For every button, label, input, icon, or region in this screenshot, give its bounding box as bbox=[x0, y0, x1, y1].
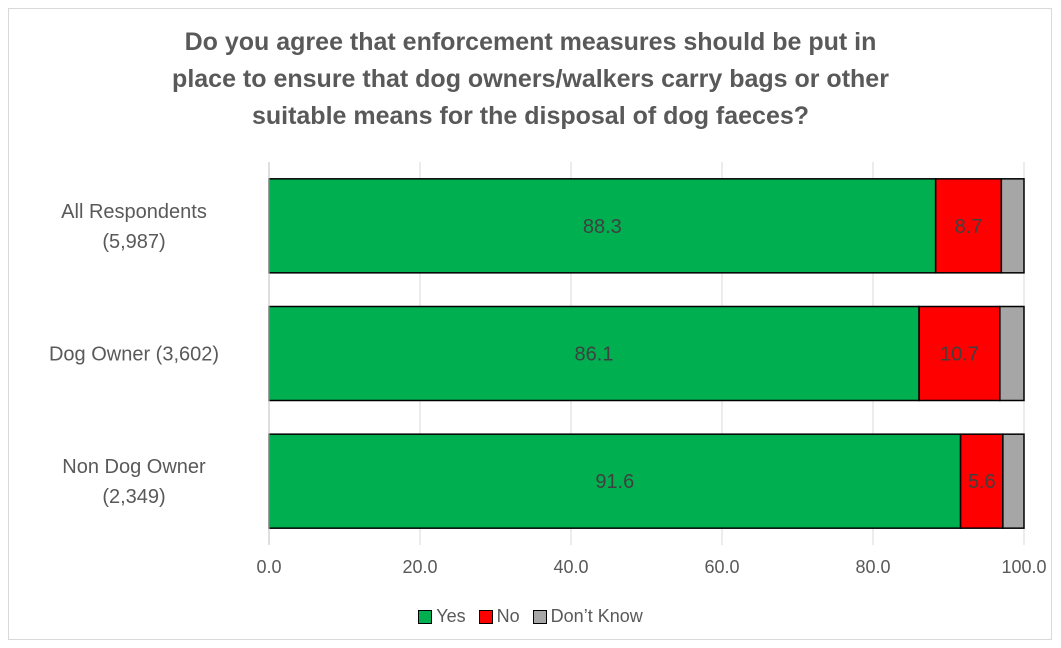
legend: Yes No Don’t Know bbox=[0, 606, 1061, 629]
data-label: 88.3 bbox=[583, 216, 622, 238]
category-label: (2,349) bbox=[102, 486, 165, 508]
chart-title-line-3: suitable means for the disposal of dog f… bbox=[251, 102, 810, 130]
category-label: Non Dog Owner bbox=[62, 456, 206, 478]
bar-segment bbox=[268, 433, 962, 529]
data-label: 5.6 bbox=[968, 471, 996, 493]
legend-swatch-dont-know bbox=[532, 609, 547, 624]
x-tick-label: 0.0 bbox=[256, 557, 281, 577]
chart-title-line-1: Do you agree that enforcement measures s… bbox=[184, 28, 877, 56]
x-tick-label: 40.0 bbox=[553, 557, 588, 577]
chart-title: Do you agree that enforcement measures s… bbox=[0, 24, 1061, 135]
bar-segment bbox=[918, 305, 1001, 402]
x-tick-label: 20.0 bbox=[402, 557, 437, 577]
bar-segment bbox=[268, 305, 920, 402]
bar-segment bbox=[959, 433, 1004, 529]
x-tick-label: 60.0 bbox=[704, 557, 739, 577]
bar-segment bbox=[934, 178, 1003, 274]
data-label: 86.1 bbox=[575, 344, 614, 366]
legend-item-no: No bbox=[478, 606, 520, 627]
legend-swatch-yes bbox=[418, 609, 433, 624]
legend-swatch-no bbox=[478, 609, 493, 624]
category-label: All Respondents bbox=[61, 201, 207, 223]
data-label: 8.7 bbox=[955, 216, 983, 238]
category-label: (5,987) bbox=[102, 231, 165, 253]
bar-segment bbox=[999, 305, 1025, 402]
data-label: 91.6 bbox=[595, 471, 634, 493]
bar-segment bbox=[1002, 433, 1025, 529]
legend-label-no: No bbox=[496, 606, 520, 626]
bar-segment bbox=[1000, 178, 1025, 274]
category-label: Dog Owner (3,602) bbox=[49, 344, 219, 366]
legend-label-yes: Yes bbox=[436, 606, 466, 626]
x-tick-label: 100.0 bbox=[1001, 557, 1046, 577]
chart-title-line-2: place to ensure that dog owners/walkers … bbox=[172, 65, 889, 93]
legend-item-dont-know: Don’t Know bbox=[532, 606, 643, 627]
data-label: 10.7 bbox=[940, 344, 979, 366]
legend-item-yes: Yes bbox=[418, 606, 466, 627]
x-tick-label: 80.0 bbox=[855, 557, 890, 577]
legend-label-dont-know: Don’t Know bbox=[550, 606, 643, 626]
